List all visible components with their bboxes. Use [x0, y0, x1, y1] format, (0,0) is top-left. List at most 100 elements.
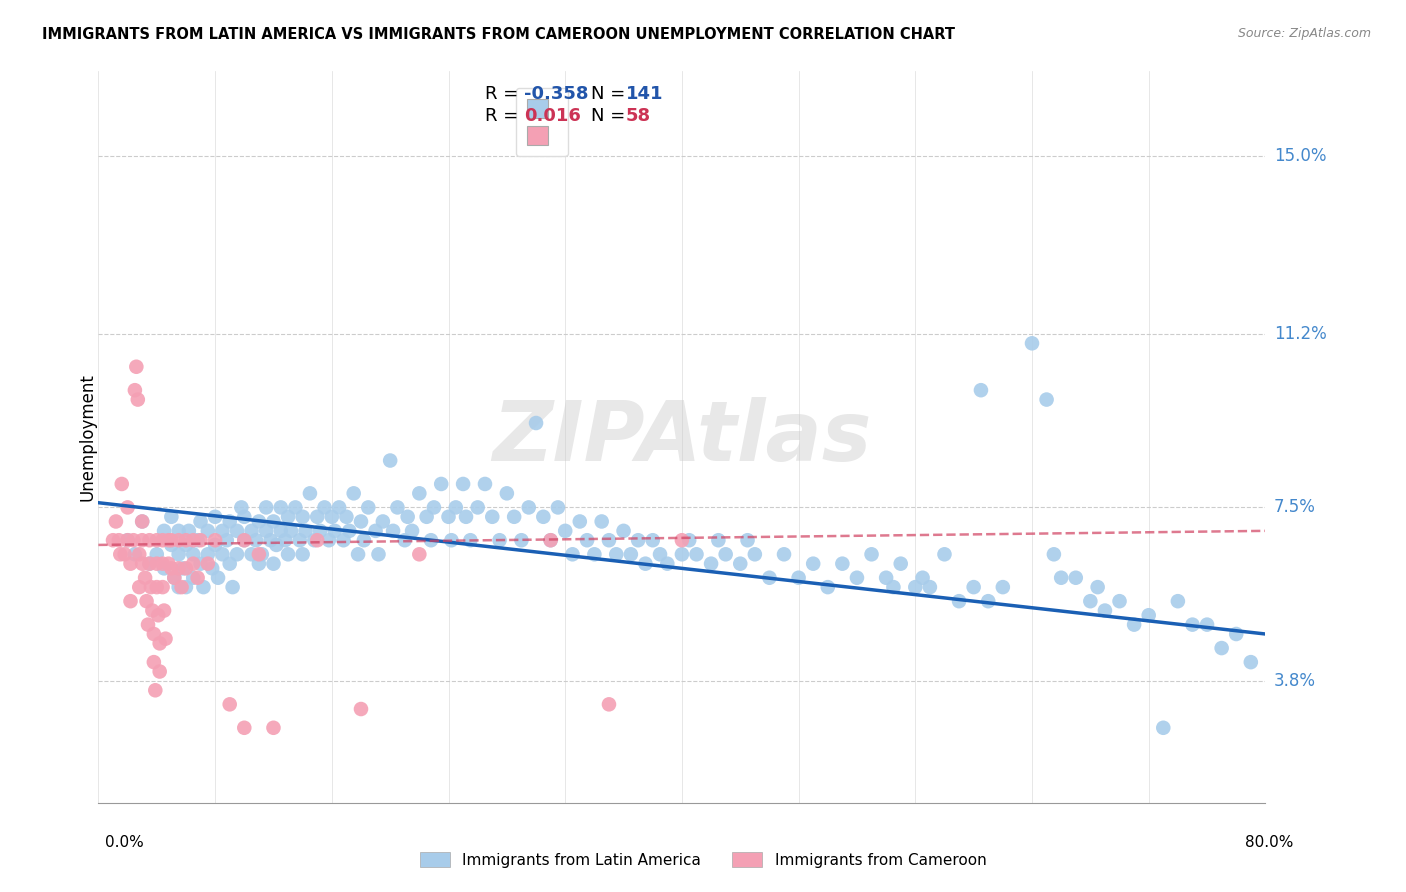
- Point: [152, 557, 174, 571]
- Point: [247, 515, 270, 529]
- Point: [357, 500, 380, 515]
- Point: [274, 533, 297, 548]
- Point: [454, 509, 477, 524]
- Y-axis label: Unemployment: Unemployment: [79, 373, 96, 501]
- Point: [627, 533, 650, 548]
- Point: [136, 617, 159, 632]
- Point: [948, 594, 970, 608]
- Point: [122, 533, 145, 548]
- Point: [737, 533, 759, 548]
- Point: [415, 509, 437, 524]
- Point: [846, 571, 869, 585]
- Point: [437, 509, 460, 524]
- Point: [1167, 594, 1189, 608]
- Point: [1181, 617, 1204, 632]
- Point: [160, 561, 183, 575]
- Point: [1094, 603, 1116, 617]
- Point: [211, 547, 233, 561]
- Point: [612, 524, 634, 538]
- Text: 0.0%: 0.0%: [105, 836, 145, 850]
- Point: [730, 557, 752, 571]
- Point: [882, 580, 904, 594]
- Point: [474, 477, 496, 491]
- Point: [160, 533, 183, 548]
- Point: [598, 698, 620, 712]
- Point: [430, 477, 453, 491]
- Point: [394, 533, 416, 548]
- Point: [247, 557, 270, 571]
- Point: [408, 547, 430, 561]
- Point: [396, 509, 419, 524]
- Point: [350, 702, 373, 716]
- Point: [111, 477, 134, 491]
- Point: [335, 509, 357, 524]
- Point: [321, 509, 343, 524]
- Point: [531, 509, 554, 524]
- Point: [215, 533, 238, 548]
- Point: [347, 547, 370, 561]
- Point: [323, 524, 346, 538]
- Point: [671, 533, 693, 548]
- Point: [277, 547, 299, 561]
- Point: [146, 547, 169, 561]
- Text: N =: N =: [591, 107, 630, 125]
- Point: [131, 533, 153, 548]
- Point: [142, 655, 165, 669]
- Point: [153, 561, 176, 575]
- Point: [204, 509, 226, 524]
- Point: [934, 547, 956, 561]
- Point: [146, 580, 169, 594]
- Point: [270, 524, 292, 538]
- Point: [193, 580, 215, 594]
- Point: [657, 557, 679, 571]
- Point: [583, 547, 606, 561]
- Point: [240, 524, 263, 538]
- Point: [127, 392, 149, 407]
- Point: [233, 721, 256, 735]
- Point: [353, 533, 375, 548]
- Point: [1050, 571, 1073, 585]
- Point: [124, 383, 146, 397]
- Point: [167, 524, 190, 538]
- Point: [991, 580, 1014, 594]
- Point: [714, 547, 737, 561]
- Point: [104, 515, 127, 529]
- Point: [420, 533, 443, 548]
- Point: [181, 533, 204, 548]
- Point: [155, 632, 177, 646]
- Point: [332, 533, 354, 548]
- Point: [547, 500, 569, 515]
- Point: [801, 557, 824, 571]
- Point: [157, 557, 180, 571]
- Point: [488, 533, 510, 548]
- Point: [181, 547, 204, 561]
- Point: [387, 500, 409, 515]
- Point: [181, 571, 204, 585]
- Point: [247, 547, 270, 561]
- Point: [218, 515, 240, 529]
- Point: [270, 500, 292, 515]
- Text: 80.0%: 80.0%: [1246, 836, 1294, 850]
- Point: [233, 533, 256, 548]
- Text: IMMIGRANTS FROM LATIN AMERICA VS IMMIGRANTS FROM CAMEROON UNEMPLOYMENT CORRELATI: IMMIGRANTS FROM LATIN AMERICA VS IMMIGRA…: [42, 27, 955, 42]
- Point: [291, 547, 314, 561]
- Point: [307, 509, 329, 524]
- Point: [110, 547, 132, 561]
- Point: [120, 557, 142, 571]
- Point: [318, 533, 340, 548]
- Point: [561, 547, 583, 561]
- Text: 15.0%: 15.0%: [1274, 147, 1326, 165]
- Point: [284, 500, 307, 515]
- Point: [1035, 392, 1057, 407]
- Point: [758, 571, 780, 585]
- Point: [1064, 571, 1087, 585]
- Point: [554, 524, 576, 538]
- Point: [174, 533, 197, 548]
- Point: [167, 580, 190, 594]
- Point: [174, 561, 197, 575]
- Point: [291, 509, 314, 524]
- Point: [148, 608, 170, 623]
- Point: [174, 580, 197, 594]
- Point: [328, 500, 350, 515]
- Point: [138, 557, 160, 571]
